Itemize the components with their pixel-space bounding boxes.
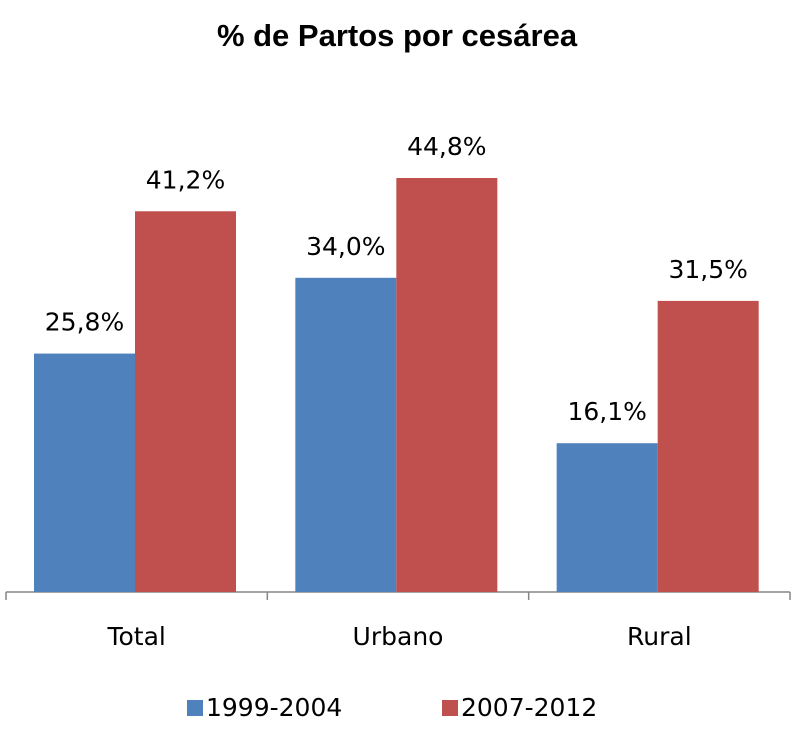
bar: [396, 178, 498, 592]
data-label: 31,5%: [668, 255, 747, 284]
legend-swatch: [442, 700, 458, 716]
data-label: 44,8%: [407, 132, 486, 161]
data-label: 16,1%: [567, 397, 646, 426]
chart-title: % de Partos por cesárea: [217, 18, 578, 53]
bar: [295, 277, 397, 592]
data-label: 25,8%: [45, 308, 124, 337]
legend-swatch: [187, 700, 203, 716]
x-tick-label: Urbano: [353, 622, 444, 651]
bar: [135, 211, 236, 592]
bar: [556, 443, 658, 592]
x-tick-label: Rural: [627, 622, 692, 651]
legend-label: 2007-2012: [461, 693, 597, 722]
legend-label: 1999-2004: [206, 693, 342, 722]
data-label: 41,2%: [146, 165, 225, 194]
data-label: 34,0%: [306, 232, 385, 261]
x-tick-label: Total: [106, 622, 165, 651]
bar: [34, 353, 135, 592]
bar: [657, 300, 759, 592]
